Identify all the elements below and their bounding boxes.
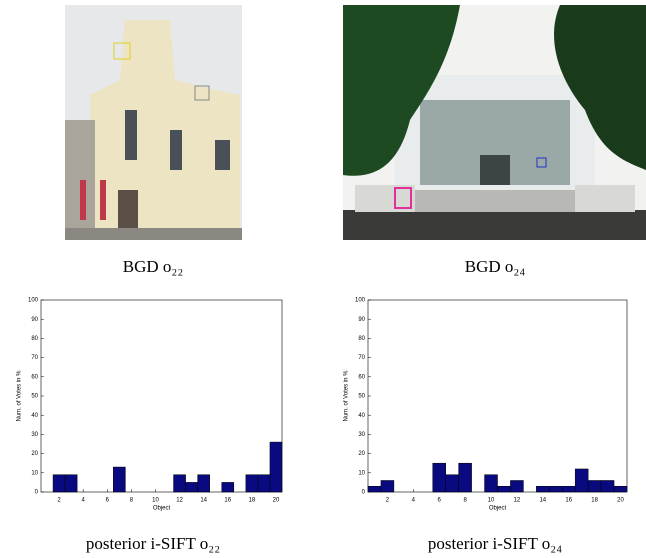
bar	[510, 480, 523, 492]
figure: BGD o₂₂ BGD o₂₄ 010203040506070809010024…	[0, 0, 646, 558]
bar	[53, 475, 65, 492]
bar	[614, 486, 627, 492]
y-tick-label: 50	[358, 394, 365, 400]
x-tick-label: 12	[514, 498, 521, 504]
bar	[575, 469, 588, 492]
y-tick-label: 40	[31, 413, 38, 419]
bar	[549, 486, 562, 492]
y-tick-label: 60	[358, 374, 365, 380]
y-tick-label: 50	[31, 394, 38, 400]
chart-caption: posterior i-SIFT o₂₂	[86, 534, 220, 553]
x-tick-label: 8	[130, 498, 134, 504]
bar	[270, 442, 282, 492]
y-tick-label: 90	[358, 317, 365, 323]
x-axis-label: Object	[153, 506, 171, 512]
y-tick-label: 100	[355, 298, 366, 304]
bar	[381, 480, 394, 492]
x-tick-label: 2	[57, 498, 61, 504]
x-tick-label: 6	[106, 498, 110, 504]
y-tick-label: 40	[358, 413, 365, 419]
bar	[65, 475, 77, 492]
bar	[446, 475, 459, 492]
y-tick-label: 20	[358, 451, 365, 457]
image-caption: BGD o₂₄	[465, 257, 526, 276]
x-tick-label: 14	[539, 498, 546, 504]
x-tick-label: 4	[82, 498, 86, 504]
bar	[588, 480, 601, 492]
bar	[174, 475, 186, 492]
photo-building	[343, 5, 646, 240]
y-tick-label: 80	[358, 336, 365, 342]
y-tick-label: 20	[31, 451, 38, 457]
x-tick-label: 10	[488, 498, 495, 504]
x-tick-label: 8	[463, 498, 467, 504]
y-tick-label: 70	[358, 355, 365, 361]
x-tick-label: 16	[224, 498, 231, 504]
y-tick-label: 60	[31, 374, 38, 380]
bar	[186, 482, 198, 492]
x-tick-label: 4	[412, 498, 416, 504]
bar	[485, 475, 498, 492]
y-tick-label: 0	[35, 490, 39, 496]
x-tick-label: 2	[386, 498, 390, 504]
y-tick-label: 90	[31, 317, 38, 323]
x-tick-label: 20	[617, 498, 624, 504]
x-tick-label: 20	[273, 498, 280, 504]
x-tick-label: 18	[249, 498, 256, 504]
y-axis-label: Num. of Votes in %	[344, 370, 350, 422]
bar	[113, 467, 125, 492]
y-tick-label: 30	[358, 432, 365, 438]
bar	[222, 482, 234, 492]
x-axis-label: Object	[489, 506, 507, 512]
x-tick-label: 6	[438, 498, 442, 504]
image-caption: BGD o₂₂	[123, 257, 184, 276]
y-tick-label: 70	[31, 355, 38, 361]
y-tick-label: 0	[362, 490, 366, 496]
photo-church	[65, 5, 242, 240]
x-tick-label: 12	[176, 498, 183, 504]
y-axis-label: Num. of Votes in %	[17, 370, 23, 422]
y-tick-label: 80	[31, 336, 38, 342]
bar	[246, 475, 258, 492]
bar	[198, 475, 210, 492]
plot-frame	[368, 300, 627, 492]
y-tick-label: 30	[31, 432, 38, 438]
bar	[562, 486, 575, 492]
bar	[498, 486, 511, 492]
y-tick-label: 100	[28, 298, 39, 304]
bar	[368, 486, 381, 492]
plot-frame	[41, 300, 282, 492]
y-tick-label: 10	[31, 470, 38, 476]
x-tick-label: 16	[565, 498, 572, 504]
bar	[459, 463, 472, 492]
bar	[601, 480, 614, 492]
y-tick-label: 10	[358, 470, 365, 476]
bar	[536, 486, 549, 492]
x-tick-label: 10	[152, 498, 159, 504]
x-tick-label: 18	[591, 498, 598, 504]
bar	[258, 475, 270, 492]
bar	[433, 463, 446, 492]
chart-caption: posterior i-SIFT o₂₄	[428, 534, 562, 553]
x-tick-label: 14	[200, 498, 207, 504]
